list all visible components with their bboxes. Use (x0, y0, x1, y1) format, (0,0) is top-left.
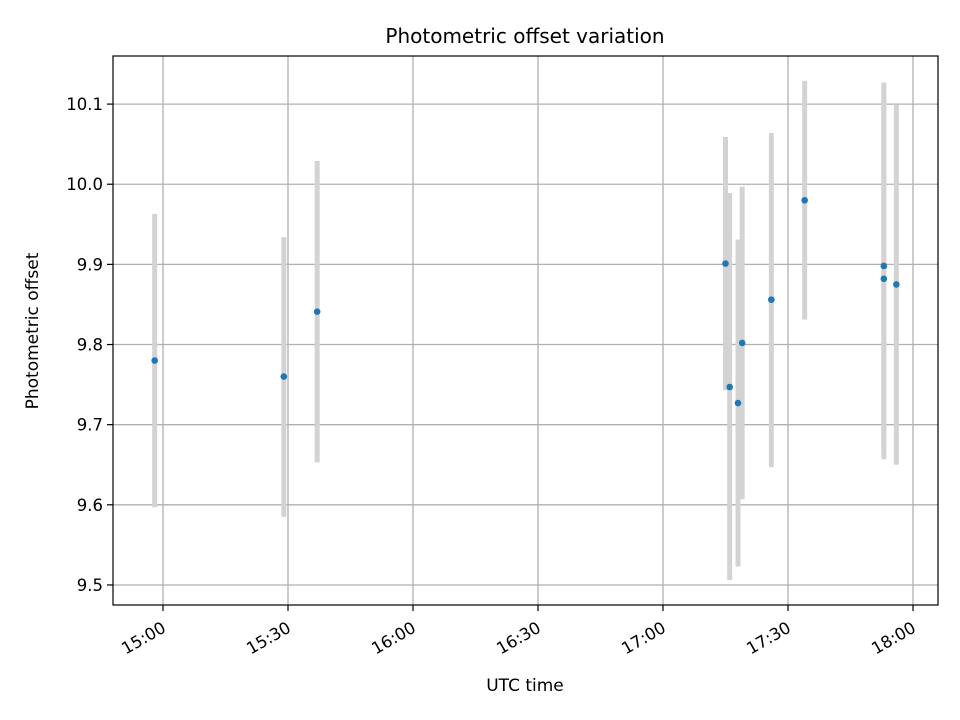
data-point (880, 262, 888, 270)
y-axis-ticks: 9.5 9.6 9.7 9.8 9.9 10.0 10.1 (66, 95, 113, 595)
y-tick-label: 10.1 (66, 95, 103, 114)
x-axis-label: UTC time (486, 676, 564, 696)
data-point (151, 357, 158, 364)
data-point (738, 339, 746, 347)
y-tick-label: 9.8 (77, 336, 103, 355)
plot-frame (112, 55, 939, 606)
data-point (722, 260, 729, 267)
grid-lines (113, 56, 938, 605)
y-tick-label: 9.5 (77, 576, 103, 595)
data-point (880, 275, 888, 283)
data-point (801, 196, 808, 204)
data-point (893, 281, 900, 288)
data-point (768, 296, 775, 303)
data-point (280, 373, 288, 380)
y-tick-label: 10.0 (66, 175, 103, 194)
y-tick-label: 9.6 (77, 496, 103, 515)
y-axis-label: Photometric offset (23, 252, 43, 409)
data-point (726, 383, 733, 391)
data-point (313, 308, 321, 315)
data-points (151, 196, 900, 407)
y-tick-label: 9.9 (77, 255, 103, 274)
data-point (734, 399, 742, 407)
y-tick-label: 9.7 (77, 416, 103, 435)
chart-title: Photometric offset variation (385, 24, 664, 48)
